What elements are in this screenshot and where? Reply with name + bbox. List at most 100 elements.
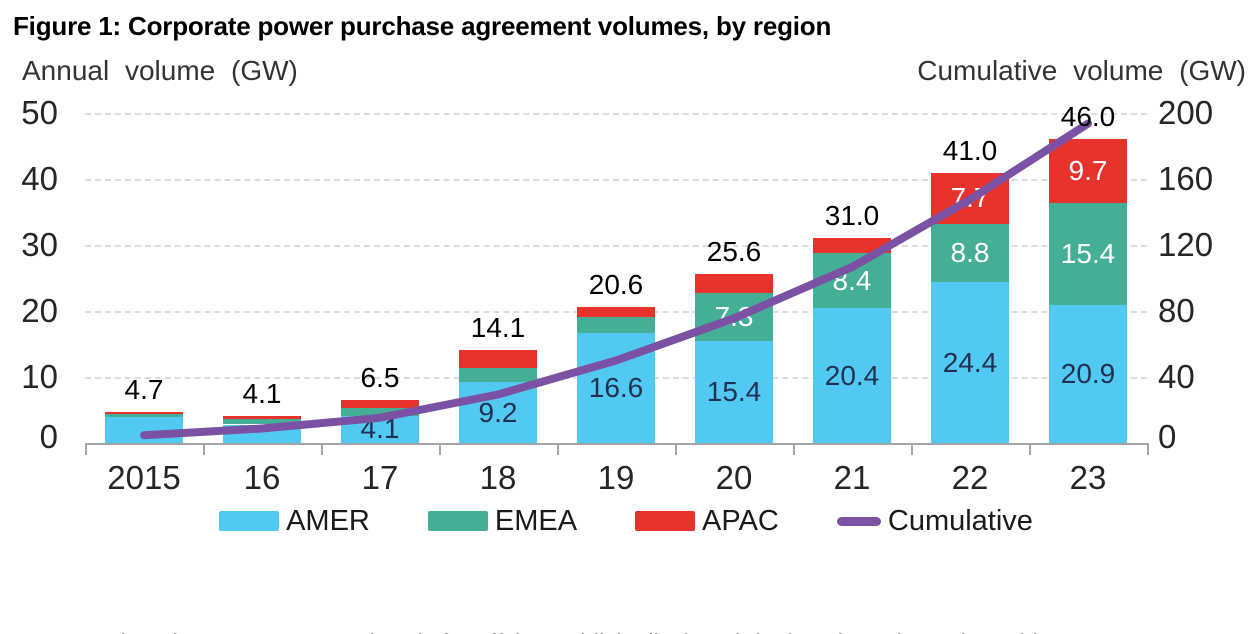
- segment-value-label: 8.4: [832, 264, 872, 296]
- bar-total-label-23: 46.0: [1060, 101, 1116, 133]
- legend-label-cumulative: Cumulative: [887, 504, 1033, 537]
- bar-segment-amer-17: 4.1: [341, 413, 419, 445]
- source-note: Source: BloombergNEF Note: Chart is for …: [13, 551, 1248, 634]
- left-axis-tick-label: 10: [21, 358, 58, 395]
- x-axis-label-20: 20: [715, 459, 753, 496]
- right-axis-tick-label: 160: [1158, 160, 1214, 197]
- bar-segment-amer-16: [223, 424, 301, 443]
- x-axis-line: [85, 443, 1149, 445]
- bar-segment-apac-2015: [105, 412, 183, 414]
- x-axis-label-19: 19: [597, 459, 635, 496]
- bar-segment-apac-18: [459, 349, 537, 368]
- bar-segment-amer-20: 15.4: [695, 341, 773, 443]
- legend-item-emea: EMEA: [427, 504, 578, 538]
- segment-value-label: 15.4: [706, 376, 762, 408]
- legend-label-amer: AMER: [286, 504, 370, 537]
- bar-segment-apac-16: [223, 415, 301, 420]
- x-axis-tick: [321, 445, 323, 455]
- segment-value-label: 7.3: [714, 301, 754, 333]
- bar-total-label-19: 20.6: [588, 269, 644, 300]
- bar-total-label-17: 6.5: [360, 362, 400, 394]
- legend-item-apac: APAC: [635, 505, 779, 538]
- segment-value-label: 9.7: [1068, 155, 1108, 187]
- source-note-line-1: Source: BloombergNEF Note: Chart is for …: [13, 625, 1248, 634]
- bar-segment-emea-16: [223, 419, 301, 425]
- x-axis-tick: [675, 445, 677, 455]
- x-axis-label-18: 18: [479, 459, 517, 496]
- bar-segment-apac-23: 9.7: [1049, 139, 1127, 204]
- legend-swatch-emea: [427, 511, 488, 531]
- x-axis-tick: [439, 445, 441, 455]
- segment-value-label: 4.1: [360, 413, 400, 445]
- segment-value-label: 15.4: [1060, 238, 1116, 270]
- x-axis-tick: [1147, 445, 1149, 455]
- x-axis-label-21: 21: [833, 459, 871, 496]
- left-axis-tick-label: 20: [21, 292, 58, 329]
- bar-total-label-16: 4.1: [242, 377, 282, 409]
- bar-segment-amer-23: 20.9: [1049, 305, 1127, 443]
- x-axis-tick: [557, 445, 559, 455]
- bar-total-label-22: 41.0: [942, 135, 998, 167]
- bar-segment-amer-2015: [105, 416, 183, 443]
- right-axis-tick-label: 0: [1158, 418, 1177, 455]
- segment-value-label: 9.2: [478, 396, 518, 428]
- bar-segment-amer-21: 20.4: [813, 308, 891, 443]
- chart-legend: AMER EMEA APAC Cumulative: [0, 498, 1252, 544]
- right-axis-tick-label: 40: [1158, 358, 1195, 395]
- legend-item-cumulative: Cumulative: [836, 504, 1033, 538]
- figure-title: Figure 1: Corporate power purchase agree…: [13, 11, 832, 41]
- x-axis-tick: [793, 445, 795, 455]
- bar-total-label-21: 31.0: [824, 200, 880, 232]
- left-axis-tick-label: 30: [21, 226, 58, 263]
- gridline: [85, 113, 1147, 115]
- x-axis-label-16: 16: [243, 459, 281, 496]
- segment-value-label: 16.6: [588, 372, 644, 404]
- right-axis-tick-label: 120: [1158, 226, 1214, 263]
- x-axis-label-23: 23: [1069, 459, 1107, 496]
- bar-segment-apac-21: [813, 238, 891, 253]
- legend-label-emea: EMEA: [494, 504, 578, 537]
- segment-value-label: 24.4: [942, 346, 998, 378]
- x-axis-tick: [911, 445, 913, 455]
- bar-segment-emea-17: [341, 408, 419, 416]
- bar-segment-emea-23: 15.4: [1049, 203, 1127, 305]
- bar-segment-apac-20: [695, 274, 773, 294]
- bar-total-label-18: 14.1: [470, 311, 526, 343]
- right-axis-tick-label: 200: [1158, 94, 1214, 131]
- x-axis-label-17: 17: [361, 459, 399, 496]
- bar-segment-emea-20: 7.3: [695, 293, 773, 342]
- bar-segment-apac-17: [341, 400, 419, 408]
- bar-segment-apac-22: 7.7: [931, 173, 1009, 224]
- bar-segment-emea-21: 8.4: [813, 252, 891, 309]
- x-axis-label-22: 22: [951, 459, 989, 496]
- segment-value-label: 7.7: [950, 182, 990, 214]
- legend-item-amer: AMER: [219, 505, 370, 538]
- left-axis-title: Annual volume (GW): [22, 55, 298, 86]
- bar-segment-emea-22: 8.8: [931, 223, 1009, 282]
- bar-segment-emea-19: [577, 316, 655, 334]
- bar-segment-apac-19: [577, 307, 655, 317]
- segment-value-label: 8.8: [950, 236, 990, 268]
- left-axis-tick-label: 40: [21, 160, 58, 197]
- bar-total-label-2015: 4.7: [124, 374, 164, 405]
- bar-segment-amer-19: 16.6: [577, 333, 655, 443]
- bar-total-label-20: 25.6: [706, 236, 762, 267]
- legend-swatch-cumulative: [836, 516, 881, 526]
- right-axis-title: Cumulative volume (GW): [917, 55, 1246, 86]
- x-axis-label-2015: 2015: [107, 459, 181, 496]
- left-axis-tick-label: 0: [39, 418, 58, 455]
- bar-segment-emea-18: [459, 367, 537, 383]
- legend-swatch-apac: [635, 511, 696, 531]
- segment-value-label: 20.4: [824, 359, 880, 391]
- x-axis-tick: [1029, 445, 1031, 455]
- right-axis-tick-label: 80: [1158, 292, 1195, 329]
- legend-label-apac: APAC: [702, 504, 779, 537]
- bar-segment-amer-22: 24.4: [931, 282, 1009, 443]
- bar-segment-emea-2015: [105, 414, 183, 417]
- segment-value-label: 20.9: [1060, 358, 1116, 390]
- x-axis-tick: [85, 445, 87, 455]
- x-axis-tick: [203, 445, 205, 455]
- left-axis-tick-label: 50: [21, 94, 58, 131]
- bar-segment-amer-18: 9.2: [459, 382, 537, 443]
